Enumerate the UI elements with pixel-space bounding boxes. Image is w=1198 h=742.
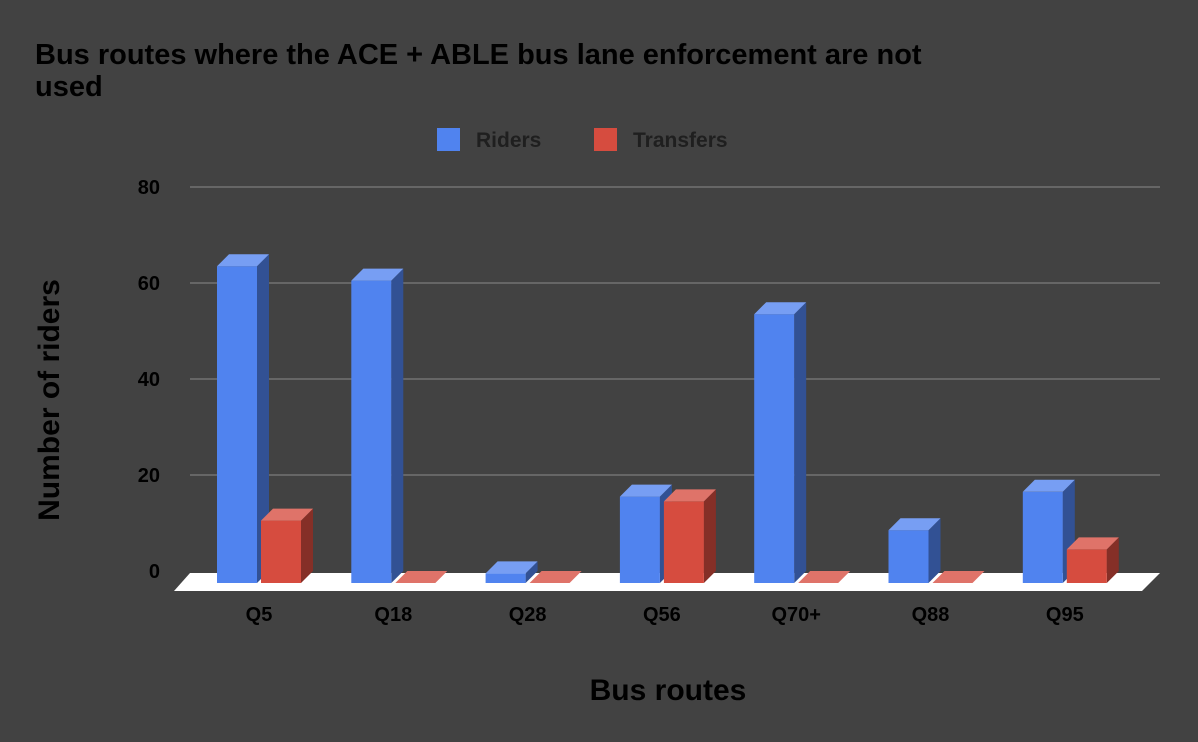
- y-tick-label: 20: [138, 465, 160, 487]
- chart-title-line-2: used: [35, 71, 103, 103]
- legend-label: Transfers: [633, 129, 728, 152]
- bar-front: [1066, 549, 1107, 583]
- bar-top: [261, 508, 313, 521]
- bar-transfers-q56: [663, 489, 716, 583]
- bar-front: [754, 314, 795, 583]
- bar-side: [391, 268, 404, 583]
- bar-front: [888, 530, 929, 583]
- y-tick-label: 60: [138, 273, 160, 295]
- bar-transfers-q28: [529, 571, 582, 583]
- x-tick-label: Q95: [1046, 604, 1084, 626]
- y-tick-label: 80: [138, 177, 160, 199]
- x-tick-label: Q28: [509, 604, 547, 626]
- bar-top: [351, 268, 404, 281]
- bar-front: [217, 266, 257, 583]
- y-tick-label: 0: [149, 561, 160, 583]
- bar-side: [703, 489, 716, 583]
- bar-transfers-q18: [395, 571, 448, 583]
- bar-top: [485, 561, 538, 574]
- bar-top: [217, 254, 269, 267]
- bar-side: [928, 518, 941, 583]
- bar-riders-q5: [217, 254, 269, 583]
- bar-riders-q28: [485, 561, 538, 583]
- x-tick-label: Q88: [912, 604, 950, 626]
- chart-title-line-1: Bus routes where the ACE + ABLE bus lane…: [35, 39, 922, 71]
- y-axis-title: Number of riders: [33, 279, 66, 521]
- bar-riders-q95: [1022, 479, 1075, 583]
- bar-side: [1106, 537, 1119, 583]
- bar-top: [395, 571, 448, 583]
- y-tick-label: 40: [138, 369, 160, 391]
- legend-swatch: [437, 128, 460, 151]
- bar-side: [301, 508, 313, 583]
- bar-side: [525, 561, 538, 583]
- bar-top: [1022, 479, 1075, 492]
- bar-top: [932, 571, 985, 583]
- bar-top: [798, 571, 851, 583]
- legend-swatch: [594, 128, 617, 151]
- bar-top: [663, 489, 716, 502]
- legend-item-riders: Riders: [437, 128, 541, 152]
- bar-front: [351, 280, 392, 583]
- bar-top: [888, 518, 941, 531]
- x-tick-label: Q18: [374, 604, 412, 626]
- x-tick-label: Q5: [246, 604, 273, 626]
- bar-riders-q18: [351, 268, 404, 583]
- bar-front: [663, 501, 704, 583]
- bar-side: [794, 302, 807, 583]
- x-tick-label: Q56: [643, 604, 681, 626]
- bar-riders-q88: [888, 518, 941, 583]
- bar-transfers-q5: [261, 508, 313, 583]
- bar-transfers-q95: [1066, 537, 1119, 583]
- bar-front: [1022, 491, 1063, 583]
- bar-side: [257, 254, 269, 583]
- bar-top: [619, 484, 672, 497]
- bar-front: [619, 496, 660, 583]
- bar-transfers-q88: [932, 571, 985, 583]
- x-axis-title: Bus routes: [590, 674, 747, 707]
- bars: [217, 254, 1119, 583]
- bar-top: [754, 302, 807, 315]
- legend-item-transfers: Transfers: [594, 128, 728, 152]
- bar-top: [529, 571, 582, 583]
- bar-front: [261, 520, 301, 583]
- bar-top: [1066, 537, 1119, 550]
- legend-label: Riders: [476, 129, 541, 152]
- bar-riders-q70+: [754, 302, 807, 583]
- legend: Riders Transfers: [437, 128, 728, 152]
- bar-transfers-q70+: [798, 571, 851, 583]
- bar-front: [485, 573, 526, 583]
- x-tick-label: Q70+: [771, 604, 820, 626]
- x-axis-ticks: Q5 Q18 Q28 Q56 Q70+ Q88 Q95: [246, 604, 1084, 626]
